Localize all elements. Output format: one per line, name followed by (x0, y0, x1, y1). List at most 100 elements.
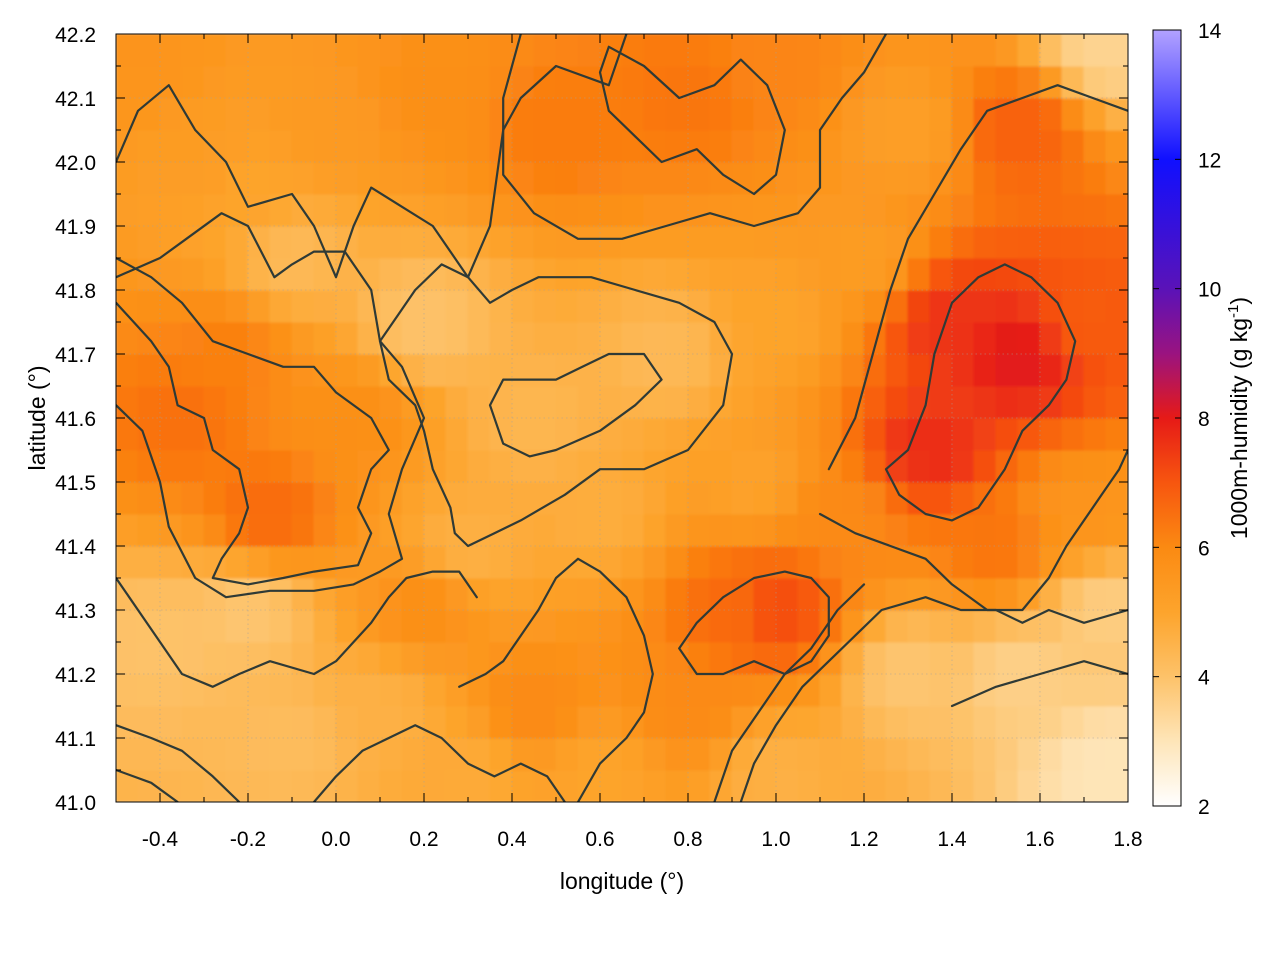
heatmap-cell (159, 449, 183, 483)
heatmap-cell (775, 609, 799, 643)
heatmap-cell (1061, 289, 1085, 323)
heatmap-cell (1039, 161, 1063, 195)
colorbar-label: 1000m-humidity (g kg-1) (1225, 297, 1252, 539)
heatmap-cell (1061, 417, 1085, 451)
heatmap-cell (907, 577, 931, 611)
x-tick-label: 0.2 (409, 828, 438, 851)
heatmap-cell (181, 449, 205, 483)
heatmap-cell (247, 289, 271, 323)
heatmap-cell (533, 289, 557, 323)
heatmap-cell (159, 161, 183, 195)
heatmap-cell (973, 161, 997, 195)
heatmap-cell (511, 353, 535, 387)
heatmap-cell (511, 34, 535, 67)
heatmap-cell (335, 129, 359, 163)
heatmap-cell (819, 737, 843, 771)
heatmap-cell (819, 577, 843, 611)
heatmap-cell (445, 545, 469, 579)
heatmap-cell (379, 193, 403, 227)
heatmap-cell (907, 737, 931, 771)
heatmap-cell (753, 257, 777, 291)
heatmap-cell (797, 513, 821, 547)
heatmap-cell (467, 545, 491, 579)
heatmap-cell (423, 545, 447, 579)
heatmap-cell (269, 97, 293, 131)
heatmap-cell (797, 577, 821, 611)
contour-south-east-moist (678, 570, 830, 676)
heatmap-cell (467, 609, 491, 643)
heatmap-cell (401, 321, 425, 355)
heatmap-cell (643, 129, 667, 163)
heatmap-cell (335, 481, 359, 515)
heatmap-cell (1105, 449, 1128, 483)
contour-north-mountain-loop (598, 45, 786, 196)
heatmap-cell (907, 65, 931, 99)
heatmap-cell (621, 97, 645, 131)
heatmap-cell (775, 545, 799, 579)
heatmap-cell (687, 289, 711, 323)
heatmap-cell (313, 225, 337, 259)
heatmap-cell (335, 417, 359, 451)
heatmap-cell (995, 577, 1019, 611)
heatmap-cell (269, 705, 293, 739)
heatmap-cell (423, 641, 447, 675)
heatmap-cell (841, 737, 865, 771)
heatmap-cell (1017, 289, 1041, 323)
heatmap-cell (599, 481, 623, 515)
heatmap-cell (973, 225, 997, 259)
heatmap-cell (709, 257, 733, 291)
heatmap-cell (445, 769, 469, 802)
heatmap-cell (467, 289, 491, 323)
heatmap-cell (467, 321, 491, 355)
heatmap-cell (577, 513, 601, 547)
heatmap-cell (511, 417, 535, 451)
heatmap-cell (445, 417, 469, 451)
heatmap-cell (225, 225, 249, 259)
heatmap-cell (753, 673, 777, 707)
heatmap-cell (335, 34, 359, 67)
heatmap-cell (203, 449, 227, 483)
heatmap-cell (313, 385, 337, 419)
heatmap-cell (841, 129, 865, 163)
heatmap-cell (401, 417, 425, 451)
heatmap-cell (1083, 641, 1107, 675)
heatmap-cell (291, 609, 315, 643)
heatmap-cell (995, 321, 1019, 355)
heatmap-cell (775, 161, 799, 195)
heatmap-cell (819, 673, 843, 707)
heatmap-cell (1017, 705, 1041, 739)
heatmap-cell (951, 609, 975, 643)
contour-lines (116, 34, 1128, 802)
heatmap-cell (1017, 353, 1041, 387)
heatmap-cell (643, 97, 667, 131)
heatmap-cell (577, 417, 601, 451)
heatmap-cell (225, 353, 249, 387)
heatmap-cell (907, 193, 931, 227)
heatmap-cell (775, 193, 799, 227)
heatmap-cell (159, 673, 183, 707)
heatmap-cell (1017, 673, 1041, 707)
heatmap-cell (1083, 769, 1107, 802)
heatmap-cell (885, 97, 909, 131)
contour-south-middle (312, 724, 566, 802)
heatmap-cell (907, 545, 931, 579)
heatmap-cell (577, 225, 601, 259)
heatmap-cell (291, 257, 315, 291)
heatmap-cell (555, 769, 579, 802)
heatmap-cell (247, 705, 271, 739)
heatmap-cell (423, 65, 447, 99)
heatmap-cell (841, 161, 865, 195)
heatmap-cell (203, 129, 227, 163)
heatmap-cell (313, 417, 337, 451)
heatmap-cell (489, 97, 513, 131)
heatmap-cell (247, 417, 271, 451)
heatmap-cell (775, 481, 799, 515)
heatmap-cell (401, 129, 425, 163)
colorbar-label-main: 1000m-humidity (g kg (1226, 318, 1252, 539)
heatmap-cell (819, 193, 843, 227)
heatmap-cell (577, 673, 601, 707)
heatmap-cell (401, 225, 425, 259)
heatmap-cell (665, 737, 689, 771)
heatmap-cell (643, 513, 667, 547)
heatmap-cell (291, 417, 315, 451)
